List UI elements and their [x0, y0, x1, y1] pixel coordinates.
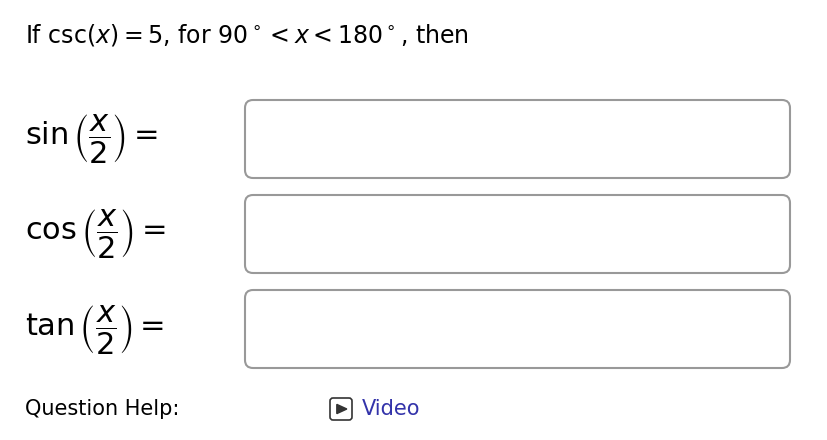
- Text: If $\mathrm{csc}(x) = 5$, for $90^\circ < x < 180^\circ$, then: If $\mathrm{csc}(x) = 5$, for $90^\circ …: [25, 22, 468, 48]
- Text: $\tan\left(\dfrac{x}{2}\right) =$: $\tan\left(\dfrac{x}{2}\right) =$: [25, 302, 164, 356]
- FancyBboxPatch shape: [245, 290, 789, 368]
- Text: Video: Video: [361, 399, 420, 419]
- Text: $\sin\left(\dfrac{x}{2}\right) =$: $\sin\left(\dfrac{x}{2}\right) =$: [25, 113, 157, 165]
- Polygon shape: [337, 404, 347, 414]
- FancyBboxPatch shape: [330, 398, 351, 420]
- Text: $\cos\left(\dfrac{x}{2}\right) =$: $\cos\left(\dfrac{x}{2}\right) =$: [25, 208, 165, 260]
- FancyBboxPatch shape: [245, 100, 789, 178]
- Text: Question Help:: Question Help:: [25, 399, 179, 419]
- FancyBboxPatch shape: [245, 195, 789, 273]
